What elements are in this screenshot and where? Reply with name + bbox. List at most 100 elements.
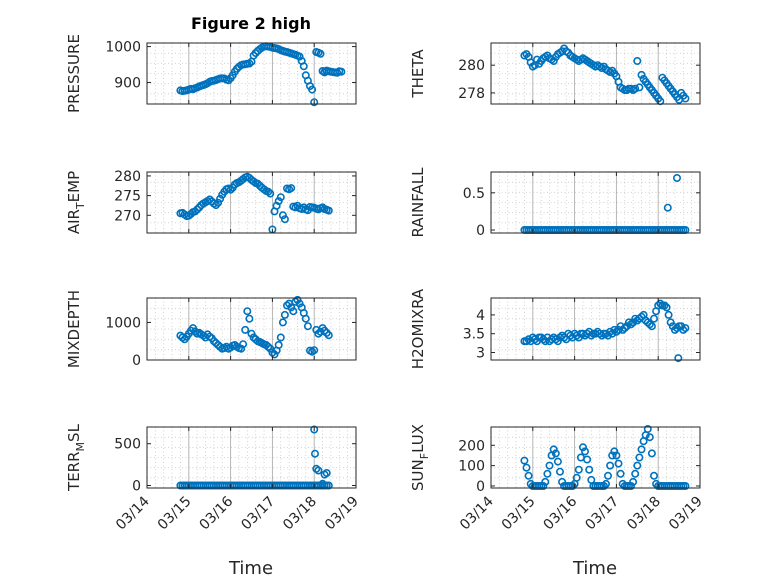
data-point [645, 433, 654, 442]
data-point [601, 479, 610, 488]
data-point [291, 297, 300, 306]
axes-box [490, 297, 701, 361]
data-point [647, 322, 656, 331]
y-axis-label: THETA [409, 49, 427, 99]
data-point [662, 303, 671, 312]
axes-box [146, 297, 357, 361]
data-point [603, 471, 612, 480]
y-tick-label: 0.5 [463, 186, 485, 202]
data-point [649, 314, 658, 323]
data-point [633, 461, 642, 470]
data-point [551, 449, 560, 458]
y-tick-label: 278 [458, 86, 485, 102]
data-point [558, 477, 567, 486]
data-point [324, 206, 333, 215]
plot-area [490, 171, 701, 234]
data-point [614, 459, 623, 468]
x-axis-label-right: Time [572, 558, 617, 579]
data-point [583, 455, 592, 464]
data-point [631, 469, 640, 478]
data-point [264, 342, 273, 351]
data-point [276, 333, 285, 342]
x-tick-label: 03/14 [457, 493, 497, 533]
data-point [649, 471, 658, 480]
figure-title: Figure 2 high [191, 14, 311, 33]
data-point [637, 70, 646, 79]
data-point [599, 481, 608, 490]
data-point [631, 84, 640, 93]
data-point [647, 449, 656, 458]
y-tick-label: 900 [114, 75, 141, 91]
y-tick-label: 100 [458, 459, 485, 475]
data-point [578, 443, 587, 452]
data-point [287, 184, 296, 193]
data-point [656, 299, 665, 308]
y-axis-label: RAINFALL [409, 167, 427, 238]
data-point [610, 325, 619, 334]
axes-box [146, 171, 357, 234]
data-point [266, 189, 275, 198]
data-point [274, 340, 283, 349]
data-point [541, 477, 550, 486]
data-point [572, 473, 581, 482]
x-tick-label: 03/16 [197, 493, 237, 533]
x-tick-label: 03/18 [624, 494, 664, 534]
data-point [616, 469, 625, 478]
data-point [664, 310, 673, 319]
data-point [612, 451, 621, 460]
y-axis-label: SUNFLUX [409, 424, 431, 491]
data-point [193, 205, 202, 214]
data-point [629, 477, 638, 486]
data-point [299, 62, 308, 71]
y-tick-label: 0 [132, 353, 141, 369]
y-tick-label: 275 [114, 189, 141, 205]
data-point [282, 301, 291, 310]
data-point [243, 307, 252, 316]
x-tick-label: 03/17 [238, 494, 278, 534]
data-point [549, 445, 558, 454]
x-tick-label: 03/18 [280, 494, 320, 534]
data-point [318, 479, 327, 488]
data-point [337, 67, 346, 76]
plot-area [146, 297, 357, 361]
y-tick-label: 0 [476, 479, 485, 495]
data-point [320, 326, 329, 335]
data-point [626, 481, 635, 490]
data-point [633, 56, 642, 65]
data-point [645, 320, 654, 329]
data-point [322, 468, 331, 477]
y-tick-label: 280 [114, 169, 141, 185]
y-axis-label: H2OMIXRA [409, 288, 427, 369]
subplot-rainfall: 0 0.5 RAINFALL [409, 167, 701, 239]
data-point [226, 185, 235, 194]
data-point [303, 322, 312, 331]
data-point [205, 195, 214, 204]
data-point [545, 461, 554, 470]
y-tick-label: 4 [476, 308, 485, 324]
y-axis-label: TERRMSL [65, 423, 87, 492]
subplot-air-temp: 270 275 280 AIRTEMP [65, 169, 357, 234]
y-tick-label: 0 [476, 223, 485, 239]
data-point [308, 85, 317, 94]
data-point [310, 449, 319, 458]
axes-box [490, 426, 701, 489]
y-tick-label: 200 [458, 438, 485, 454]
data-point [551, 335, 560, 344]
data-point [610, 447, 619, 456]
data-point [237, 344, 246, 353]
y-axis-label: PRESSURE [65, 34, 83, 113]
y-tick-label: 3.5 [463, 327, 485, 343]
axes-box [490, 42, 701, 105]
data-point [314, 329, 323, 338]
data-point [278, 318, 287, 327]
data-point [245, 314, 254, 323]
data-point [681, 481, 690, 490]
plot-area [146, 426, 357, 489]
data-point [681, 324, 690, 333]
data-point [522, 337, 531, 346]
plot-area [146, 171, 357, 234]
y-axis-label: AIRTEMP [65, 171, 87, 234]
subplot-mixdepth: 0 1000 MIXDEPTH [65, 290, 357, 369]
data-point [606, 461, 615, 470]
y-tick-label: 280 [458, 58, 485, 74]
